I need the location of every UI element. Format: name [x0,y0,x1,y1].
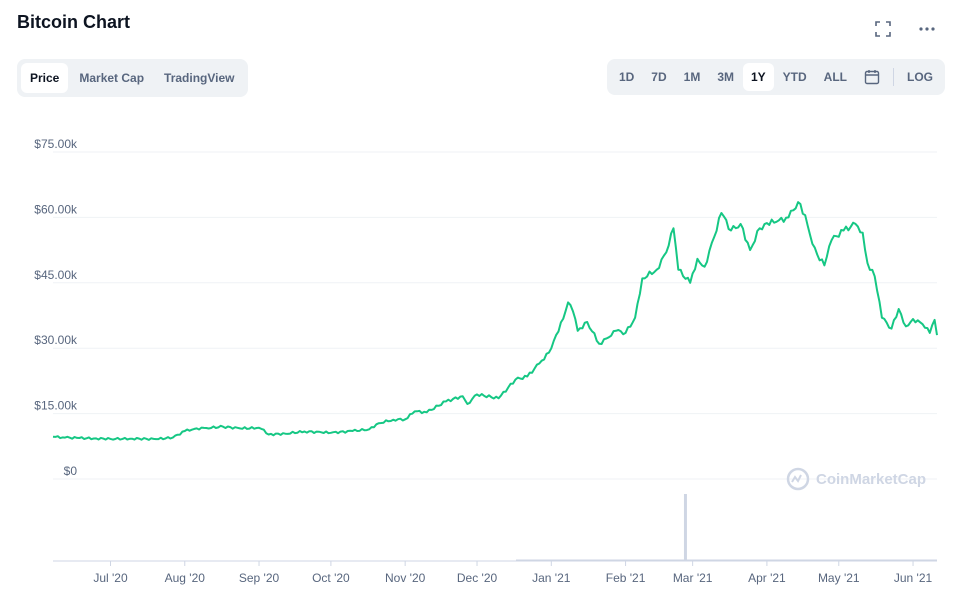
x-tick-label: Aug '20 [165,571,206,585]
x-tick-label: Mar '21 [673,571,713,585]
coinmarketcap-logo-mark [791,474,802,483]
grid-lines [53,151,937,480]
y-tick-label: $15.00k [34,399,78,413]
y-tick-label: $45.00k [34,268,78,282]
range-1d[interactable]: 1D [618,70,635,84]
x-tick-label: Sep '20 [239,571,280,585]
coinmarketcap-logo-icon [786,467,810,491]
price-series-line [52,201,938,441]
range-3m[interactable]: 3M [717,70,734,84]
y-axis: $0 $15.00k $30.00k $45.00k $60.00k $75.00k [34,137,78,478]
expand-icon[interactable] [872,18,894,40]
y-tick-label: $60.00k [34,202,78,216]
volume-bars [516,494,937,561]
x-tick-label: Dec '20 [457,571,498,585]
page-title: Bitcoin Chart [17,12,131,32]
x-tick-label: Feb '21 [606,571,646,585]
x-tick-label: May '21 [818,571,860,585]
y-tick-label: $0 [64,464,78,478]
x-tick-label: Jul '20 [93,571,128,585]
tab-tradingview[interactable]: TradingView [164,71,235,85]
watermark: CoinMarketCap [786,467,926,491]
x-tick-label: Jan '21 [532,571,571,585]
y-tick-label: $75.00k [34,137,78,151]
volume-bar [516,559,937,561]
log-toggle[interactable]: LOG [907,70,933,84]
range-1m[interactable]: 1M [683,70,701,84]
range-selector: 1D 7D 1M 3M 1Y YTD ALL LOG [606,59,945,95]
range-divider [893,68,894,86]
y-tick-label: $30.00k [34,333,78,347]
x-axis: Jul '20 Aug '20 Sep '20 Oct '20 Nov '20 Dec '… [53,560,937,585]
header-icons [872,18,938,40]
volume-spike-bar [683,494,687,561]
watermark-text: CoinMarketCap [816,471,926,488]
x-tick-label: Oct '20 [312,571,350,585]
ellipsis-icon[interactable] [916,18,938,40]
tab-price[interactable]: Price [21,63,69,93]
x-tick-label: Apr '21 [748,571,786,585]
x-tick-label: Jun '21 [894,571,933,585]
range-all[interactable]: ALL [823,70,847,84]
tab-market-cap[interactable]: Market Cap [79,71,145,85]
range-7d[interactable]: 7D [651,70,667,84]
chart-type-tabs: Price Market Cap TradingView [17,59,248,97]
x-tick-label: Nov '20 [385,571,426,585]
calendar-icon[interactable] [856,63,888,91]
range-1y[interactable]: 1Y [742,63,774,91]
range-ytd[interactable]: YTD [782,70,807,84]
